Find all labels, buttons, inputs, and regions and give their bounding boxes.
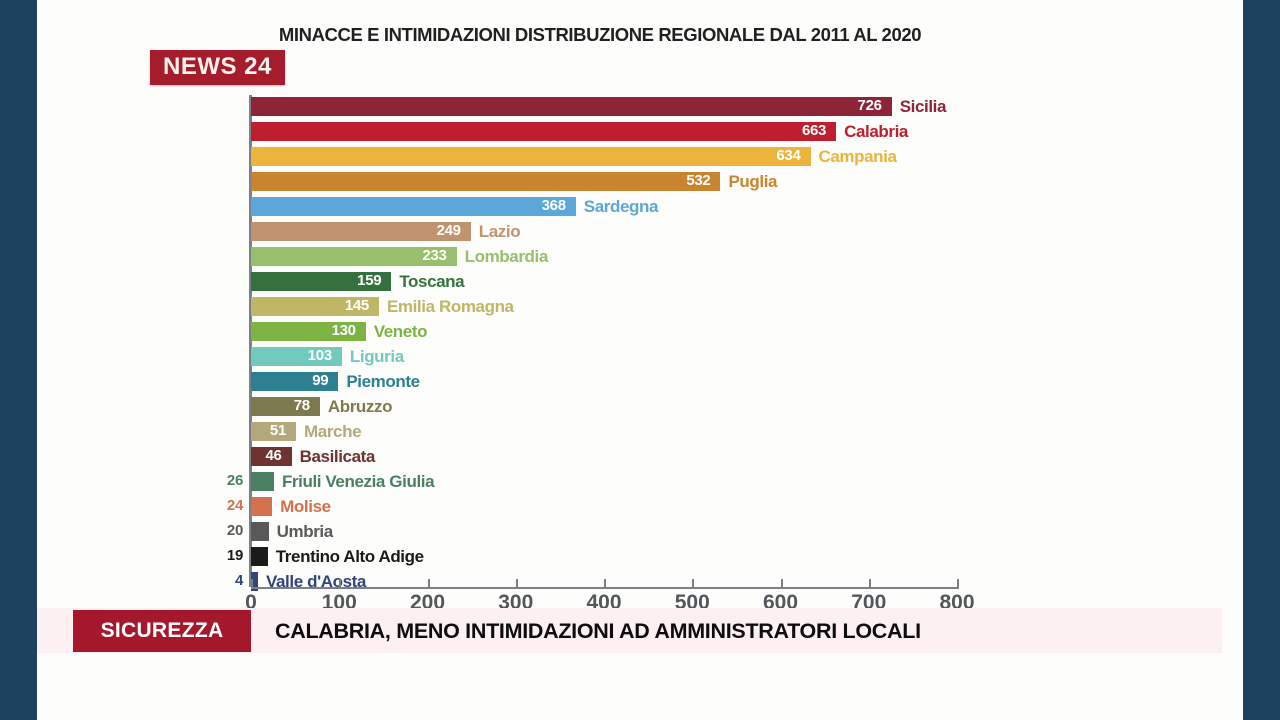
x-axis-tick: [339, 579, 342, 588]
bar: [251, 572, 258, 591]
bar-value-label: 233: [422, 247, 447, 264]
bar: [251, 422, 296, 441]
bar-value-label: 20: [226, 522, 243, 539]
bar-category-label: Abruzzo: [327, 397, 393, 416]
bar: [251, 122, 837, 141]
bar-value-label: 24: [226, 497, 243, 514]
bar-category-label: Lombardia: [464, 247, 549, 266]
bar-value-label: 46: [265, 447, 282, 464]
chart-graphic: MINACCE E INTIMIDAZIONI DISTRIBUZIONE RE…: [37, 0, 1243, 720]
bar-value-label: 78: [293, 397, 310, 414]
pillarbox-right: [1243, 0, 1280, 720]
bar-value-label: 130: [331, 322, 356, 339]
bar-value-label: 145: [344, 297, 369, 314]
bar: [251, 447, 292, 466]
bar-category-label: Toscana: [399, 272, 465, 291]
bar-value-label: 726: [857, 97, 882, 114]
bar: [251, 322, 366, 341]
pillarbox-left: [0, 0, 37, 720]
bar-value-label: 4: [234, 572, 243, 589]
bar-category-label: Basilicata: [299, 447, 376, 466]
bar-chart-plot: 726 Sicilia 663 Calabria 634 Campania 532 Pugli…: [227, 95, 957, 591]
bar: [251, 472, 274, 491]
x-axis-tick-label: 0: [245, 591, 257, 614]
bar-category-label: Lazio: [478, 222, 521, 241]
bar-category-label: Calabria: [844, 122, 908, 141]
headline-text: CALABRIA, MENO INTIMIDAZIONI AD AMMINIST…: [275, 618, 921, 643]
bar-value-label: 663: [801, 122, 827, 139]
bar-category-label: Marche: [304, 422, 362, 441]
bar-value-label: 51: [269, 422, 286, 439]
bar-category-label: Emilia Romagna: [386, 297, 514, 316]
channel-logo: NEWS 24: [150, 50, 285, 85]
x-axis-tick: [868, 579, 871, 588]
bar-category-label: Sardegna: [583, 197, 659, 216]
bar: [251, 547, 268, 566]
bar: [251, 397, 320, 416]
x-axis-tick: [780, 579, 783, 588]
x-axis-tick: [251, 579, 253, 588]
bar-category-label: Molise: [280, 497, 331, 516]
bar: [251, 197, 576, 216]
x-axis-tick: [427, 579, 430, 588]
bar-value-label: 19: [226, 547, 243, 564]
bar-value-label: 634: [776, 147, 801, 164]
bar-value-label: 159: [357, 272, 382, 289]
x-axis-tick: [515, 579, 518, 588]
bar-value-label: 26: [226, 472, 243, 489]
x-axis-line: [251, 587, 959, 589]
bar-category-label: Friuli Venezia Giulia: [281, 472, 435, 491]
bar-category-label: Trentino Alto Adige: [275, 547, 424, 566]
bar-category-label: Valle d'Aosta: [266, 572, 366, 591]
x-axis-tick: [692, 579, 695, 588]
bar-value-label: 532: [686, 172, 711, 189]
bar-category-label: Veneto: [373, 322, 428, 341]
bar-category-label: Piemonte: [346, 372, 420, 391]
bar: [251, 147, 811, 166]
bar-category-label: Umbria: [276, 522, 334, 541]
y-axis-line: [249, 95, 252, 587]
bar: [251, 172, 721, 191]
bar: [251, 347, 342, 366]
bar: [251, 497, 273, 516]
bar: [251, 522, 269, 541]
bar: [251, 297, 379, 316]
bar: [251, 247, 457, 266]
bar-value-label: 368: [541, 197, 566, 214]
x-axis-tick: [957, 579, 959, 588]
bar: [251, 372, 339, 391]
bar-category-label: Campania: [818, 147, 897, 166]
x-axis-tick: [604, 579, 606, 588]
bar-value-label: 249: [436, 222, 461, 239]
bar-value-label: 99: [312, 372, 329, 389]
category-tag: SICUREZZA: [73, 610, 251, 652]
bar: [251, 272, 392, 291]
bar-category-label: Sicilia: [899, 97, 947, 116]
bar-category-label: Puglia: [728, 172, 778, 191]
bar-value-label: 103: [307, 347, 332, 364]
bar: [251, 222, 471, 241]
bar-category-label: Liguria: [349, 347, 404, 366]
chart-title: MINACCE E INTIMIDAZIONI DISTRIBUZIONE RE…: [278, 24, 922, 45]
bar: [251, 97, 892, 116]
